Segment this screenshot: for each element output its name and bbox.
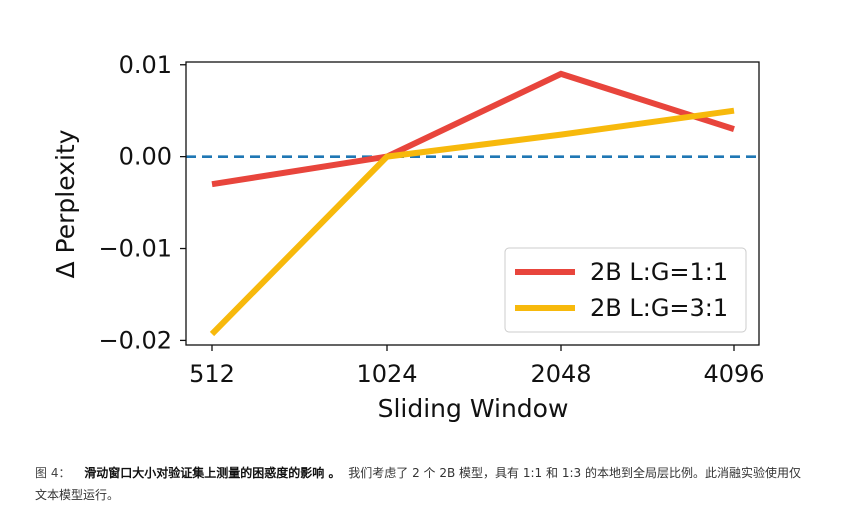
figure-caption: 图 4： 滑动窗口大小对验证集上测量的困惑度的影响 。 我们考虑了 2 个 2B… <box>35 462 805 506</box>
figure-caption-text: 我们考虑了 2 个 2B 模型，具有 1:1 和 1:3 的本地到全局层比例。此… <box>35 466 801 502</box>
series-line-1 <box>211 70 735 188</box>
x-tick-label: 4096 <box>703 360 764 388</box>
y-tick-label: −0.02 <box>98 326 172 354</box>
line-chart: 0.01 0.00 −0.01 −0.02 512 1024 2048 4096 Slidi… <box>51 51 765 423</box>
legend-label-1: 2B L:G=1:1 <box>590 258 728 286</box>
legend: 2B L:G=1:1 2B L:G=3:1 <box>504 247 747 333</box>
y-tick-label: 0.00 <box>119 143 172 171</box>
legend-label-2: 2B L:G=3:1 <box>590 294 728 322</box>
y-tick-label: 0.01 <box>119 51 172 79</box>
figure-title: 滑动窗口大小对验证集上测量的困惑度的影响 。 <box>84 466 341 480</box>
x-axis-label: Sliding Window <box>378 394 569 423</box>
series-line-2 <box>209 107 735 337</box>
x-tick-label: 512 <box>189 360 235 388</box>
x-tick-label: 2048 <box>530 360 591 388</box>
x-tick-label: 1024 <box>356 360 417 388</box>
y-axis-label: Δ Perplexity <box>51 129 80 278</box>
y-tick-label: −0.01 <box>98 235 172 263</box>
figure-label: 图 4： <box>35 466 71 480</box>
plot-frame <box>185 61 760 346</box>
